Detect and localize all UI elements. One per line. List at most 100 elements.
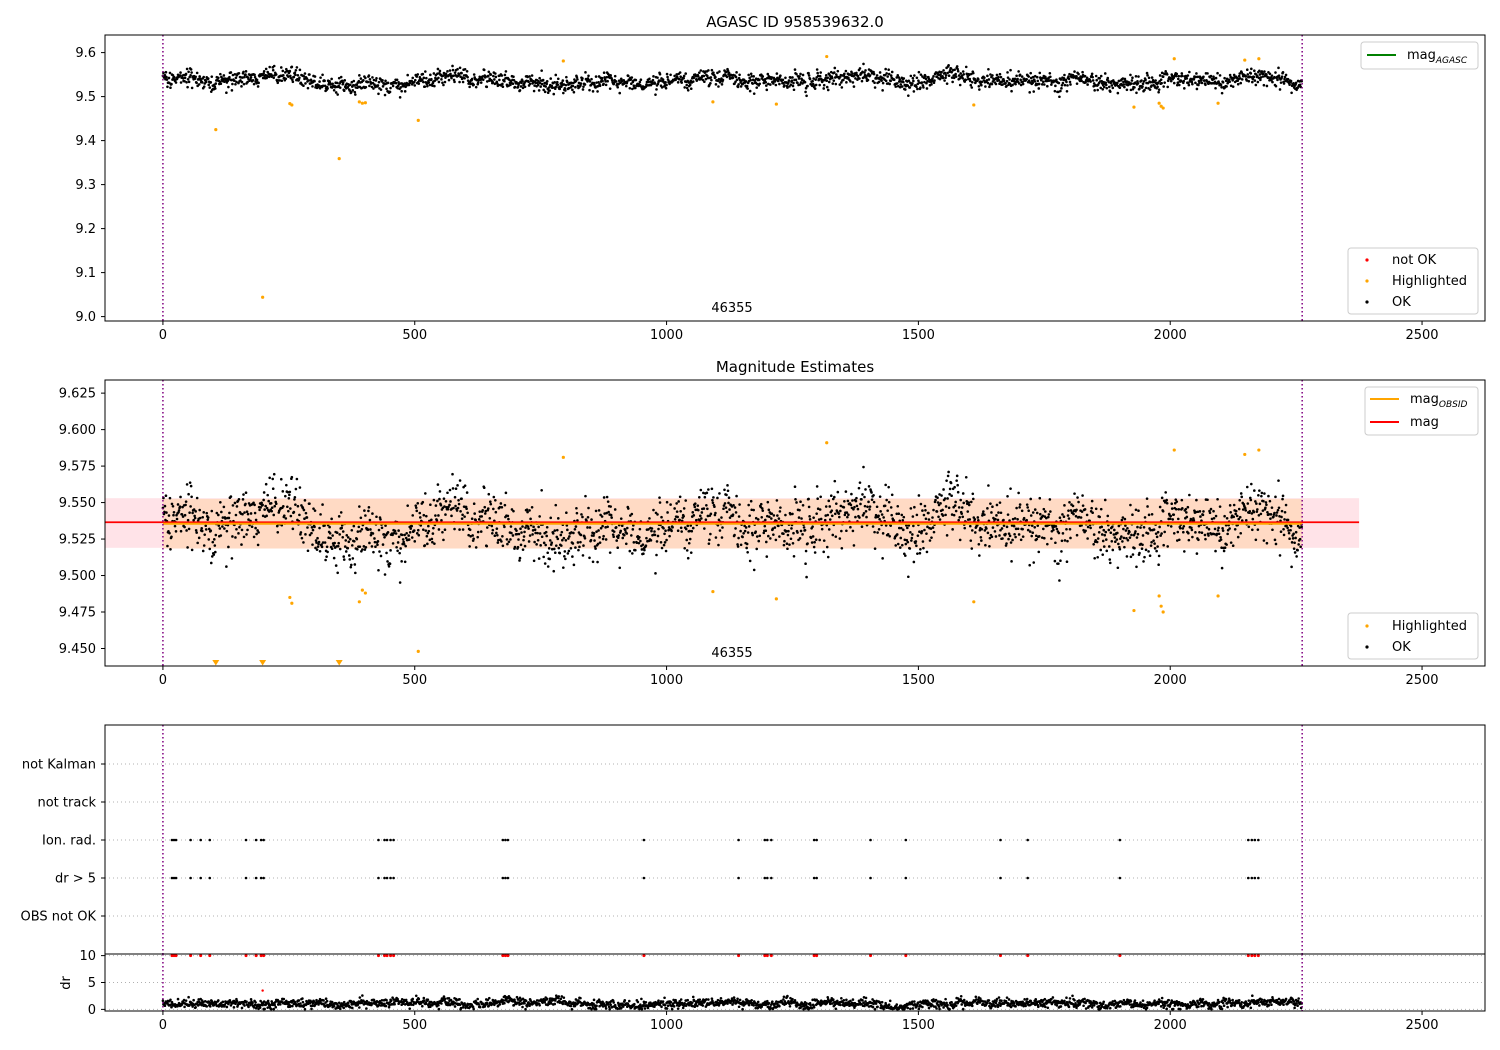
ok-point xyxy=(1164,69,1167,73)
ok-point xyxy=(859,502,862,506)
ok-point xyxy=(200,81,204,84)
ok-point xyxy=(430,77,433,81)
ok-point xyxy=(489,502,493,506)
y-tick-label: 9.625 xyxy=(59,387,96,402)
ok-point xyxy=(851,499,854,502)
ok-point xyxy=(651,78,655,82)
ok-point xyxy=(1072,512,1075,516)
ok-point xyxy=(1163,530,1166,534)
ok-point xyxy=(670,529,673,533)
highlighted-point xyxy=(561,455,565,459)
ok-point xyxy=(949,481,953,485)
ok-point xyxy=(490,524,494,528)
ok-point xyxy=(826,88,830,92)
ok-point xyxy=(1203,533,1207,537)
ok-point xyxy=(1223,546,1227,550)
ok-point xyxy=(1176,530,1180,534)
ok-point xyxy=(1077,500,1080,504)
ok-point xyxy=(872,500,876,504)
ok-point xyxy=(432,72,436,75)
ok-point xyxy=(1035,75,1039,79)
ok-point xyxy=(181,76,185,80)
ok-point xyxy=(608,87,612,90)
ok-point xyxy=(1282,82,1286,85)
ok-point xyxy=(744,526,748,529)
ok-point xyxy=(1256,508,1259,511)
ok-point xyxy=(767,82,770,86)
ok-point xyxy=(1075,82,1079,85)
ok-point xyxy=(1058,579,1061,582)
dr-point xyxy=(203,999,207,1003)
ok-point xyxy=(760,507,764,510)
ok-point xyxy=(665,500,669,504)
ok-point xyxy=(830,76,834,80)
ok-point xyxy=(737,536,740,540)
ok-point xyxy=(373,540,377,544)
y-tick-label: 9.475 xyxy=(59,606,96,621)
ok-point xyxy=(753,79,757,82)
ok-point xyxy=(1057,90,1060,94)
ok-point xyxy=(530,74,534,77)
ok-point xyxy=(960,512,964,515)
ok-point xyxy=(453,71,457,74)
ok-point xyxy=(257,531,260,534)
ok-point xyxy=(504,491,508,495)
ok-point xyxy=(969,83,973,87)
ok-point xyxy=(984,85,987,88)
ok-point xyxy=(746,550,749,554)
ok-point xyxy=(736,85,740,89)
ok-point xyxy=(1028,563,1032,567)
ok-point xyxy=(264,504,267,508)
ok-point xyxy=(1105,549,1109,553)
ok-point xyxy=(488,500,492,504)
ok-point xyxy=(453,527,456,531)
ok-point xyxy=(817,77,821,81)
ok-point xyxy=(262,72,265,75)
ok-point xyxy=(609,505,612,508)
ok-point xyxy=(1258,73,1262,76)
ok-point xyxy=(337,515,341,518)
ok-point xyxy=(276,530,280,534)
ok-point xyxy=(558,87,562,91)
ok-point xyxy=(1201,513,1205,517)
ok-point xyxy=(1068,80,1072,84)
ok-point xyxy=(350,80,354,84)
flag-point xyxy=(259,876,263,880)
ok-point xyxy=(1136,525,1139,529)
ok-point xyxy=(1253,69,1256,73)
ok-point xyxy=(853,505,856,509)
ok-point xyxy=(635,541,639,545)
ok-point xyxy=(969,539,973,542)
ok-point xyxy=(718,492,721,495)
ok-point xyxy=(287,497,291,500)
ok-point xyxy=(723,488,726,492)
highlighted-point xyxy=(1257,448,1261,452)
ok-point xyxy=(862,465,865,469)
ok-point xyxy=(940,70,943,74)
ok-point xyxy=(373,537,376,540)
ok-point xyxy=(956,490,960,494)
ok-point xyxy=(1005,79,1009,83)
ok-point xyxy=(1225,85,1228,88)
flag-point xyxy=(259,838,263,842)
ok-point xyxy=(240,528,244,532)
ok-point xyxy=(967,503,971,507)
ok-point xyxy=(503,525,506,529)
ok-point xyxy=(804,90,807,94)
ok-point xyxy=(353,563,357,566)
ok-point xyxy=(348,83,352,87)
ok-point xyxy=(498,78,501,82)
ok-point xyxy=(326,87,329,90)
ok-point xyxy=(676,81,680,84)
ok-point xyxy=(1096,88,1099,92)
ok-point xyxy=(311,85,314,88)
ok-point xyxy=(923,528,926,532)
dr-point xyxy=(272,1007,276,1011)
ok-point xyxy=(343,79,347,82)
flag-point xyxy=(765,838,769,842)
ok-point xyxy=(988,85,991,89)
ok-point xyxy=(272,472,276,476)
ok-point xyxy=(424,529,428,532)
ok-point xyxy=(1262,539,1266,542)
ok-point xyxy=(692,76,696,80)
